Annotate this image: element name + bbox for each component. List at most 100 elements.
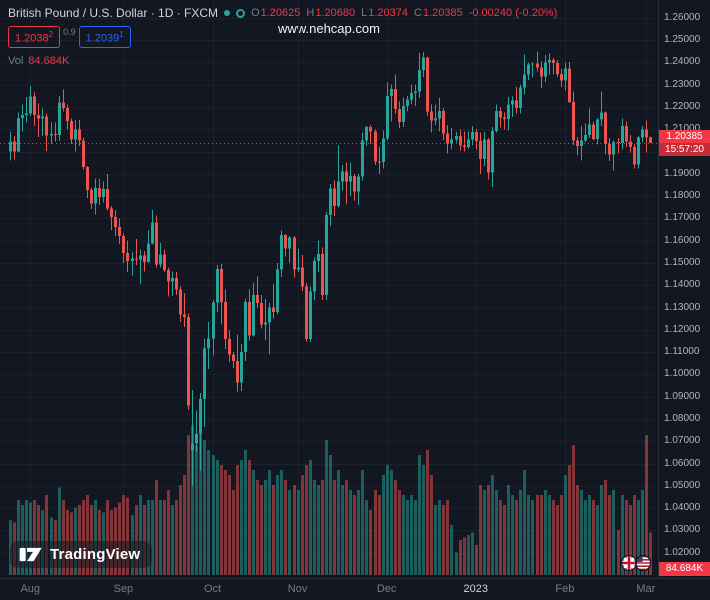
realtime-data-icon[interactable] [236,8,246,18]
bar-countdown: 15:57:20 [659,142,710,156]
price-scale-label: 1.03000 [664,524,701,536]
candle-body [110,208,113,218]
candle-body [556,62,559,74]
price-scale-label: 1.18000 [664,190,701,202]
candle-body [13,141,16,152]
candle-body [333,188,336,207]
volume-bar [272,485,275,575]
volume-bar [94,500,97,575]
price-scale-label: 1.04000 [664,502,701,514]
volume-bar [252,470,255,575]
volume-bar [612,490,615,575]
candle-body [139,255,142,260]
volume-bar [483,490,486,575]
volume-bar [394,480,397,575]
candle-body [357,176,360,192]
volume-bar [191,425,194,575]
volume-bar [491,475,494,575]
candle-body [406,99,409,106]
candle-body [62,102,65,108]
volume-bar [147,500,150,575]
candle-body [167,270,170,282]
price-scale[interactable]: 1.26000 1.25000 1.24000 1.23000 1.22000 1.210… [658,0,710,578]
volume-value: 84.684K [28,54,70,67]
ask-price-sup: 1 [119,30,124,39]
volume-bar [641,490,644,575]
price-chart[interactable] [0,0,658,578]
volume-bar [422,465,425,575]
time-scale[interactable]: Aug Sep Oct Nov Dec 2023 Feb Mar [0,578,710,600]
candle-body [256,294,259,304]
bid-button[interactable]: 1.20382 [8,26,61,48]
volume-bar [305,465,308,575]
candle-body [147,243,150,262]
candle-body [430,111,433,121]
volume-bar [260,485,263,575]
change-value: -0.00240 (-0.20%) [468,7,558,19]
candle-body [527,64,530,75]
spread-value: 0.9 [63,27,76,37]
candle-body [159,254,162,265]
candle-body [503,117,506,120]
gbpusd-flags-icon [620,554,652,577]
candle-body [564,68,567,81]
candle-body [649,137,652,143]
candle-body [94,188,97,204]
symbol-title[interactable]: British Pound / U.S. Dollar · 1D · FXCM [8,6,219,20]
candle-body [58,102,61,136]
candle-body [313,260,316,292]
volume-bar [463,537,466,575]
volume-bar [301,475,304,575]
price-scale-label: 1.26000 [664,11,701,23]
tradingview-logo[interactable]: TradingView [10,541,153,568]
volume-bar [556,505,559,575]
volume-bar [519,490,522,575]
volume-label[interactable]: Vol [8,54,24,67]
candle-body [592,124,595,139]
volume-bar [321,480,324,575]
volume-bar [353,495,356,575]
candle-body [394,89,397,110]
price-scale-label: 1.21000 [664,123,701,135]
candle-body [442,110,445,134]
volume-bar [629,505,632,575]
volume-bar [216,460,219,575]
volume-bar [426,450,429,575]
volume-bar [244,450,247,575]
volume-bar [187,435,190,575]
volume-bar [511,495,514,575]
gbp-flag-icon [621,555,637,571]
volume-bar [446,500,449,575]
volume-bar [621,495,624,575]
candle-body [301,267,304,287]
tradingview-logo-icon [19,547,42,562]
volume-bar [390,470,393,575]
candle-body [349,176,352,182]
volume-bar [333,480,336,575]
candle-body [240,352,243,383]
volume-bar [90,505,93,575]
ask-button[interactable]: 1.20391 [78,26,131,48]
volume-bar [256,480,259,575]
volume-bar [203,440,206,575]
volume-bar [600,485,603,575]
volume-bar [608,495,611,575]
candle-body [580,140,583,147]
candle-body [54,134,57,136]
volume-bar [163,500,166,575]
candle-body [418,70,421,92]
volume-bar [552,500,555,575]
volume-bar [268,470,271,575]
candle-body [329,188,332,216]
candle-body [305,286,308,339]
volume-bar [135,505,138,575]
candle-body [523,74,526,88]
last-volume-badge: 84.684K [659,562,710,576]
candle-body [86,167,89,191]
price-scale-label: 1.07000 [664,435,701,447]
volume-bar [82,500,85,575]
candle-body [45,116,48,136]
volume-bar [264,480,267,575]
market-status-dot-icon [224,10,231,16]
volume-bar [45,495,48,575]
